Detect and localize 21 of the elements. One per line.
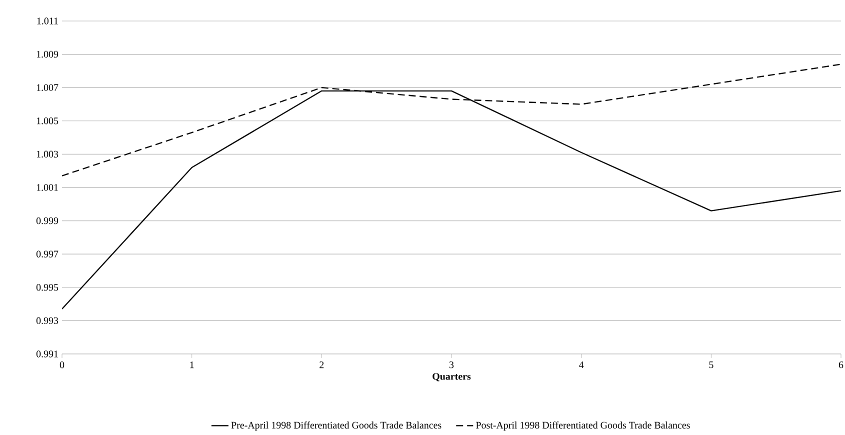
x-tick-label: 4 xyxy=(579,361,584,368)
y-tick-label: 0.991 xyxy=(36,350,58,358)
y-tick-label: 0.993 xyxy=(36,317,58,324)
x-tick-label: 0 xyxy=(60,361,64,368)
y-tick-label: 0.999 xyxy=(36,217,58,224)
x-tick-label: 5 xyxy=(709,361,714,368)
y-tick-label: 1.001 xyxy=(36,184,58,191)
y-tick-label: 0.997 xyxy=(36,250,58,258)
x-tick-label: 2 xyxy=(320,361,324,368)
y-tick-label: 1.011 xyxy=(37,18,58,24)
x-tick-label: 3 xyxy=(450,361,454,368)
legend-label: Pre-April 1998 Differentiated Goods Trade Balances xyxy=(231,421,442,431)
y-tick-label: 1.009 xyxy=(36,50,58,58)
x-axis-title: Quarters xyxy=(432,373,471,382)
y-tick-label: 0.995 xyxy=(36,284,58,291)
y-tick-label: 1.005 xyxy=(36,118,58,124)
legend-label: Post-April 1998 Differentiated Goods Trade Balances xyxy=(476,421,690,431)
x-tick-label: 6 xyxy=(838,361,844,368)
y-tick-label: 1.003 xyxy=(36,150,58,158)
y-tick-label: 1.007 xyxy=(36,84,58,91)
x-tick-label: 1 xyxy=(190,361,194,368)
